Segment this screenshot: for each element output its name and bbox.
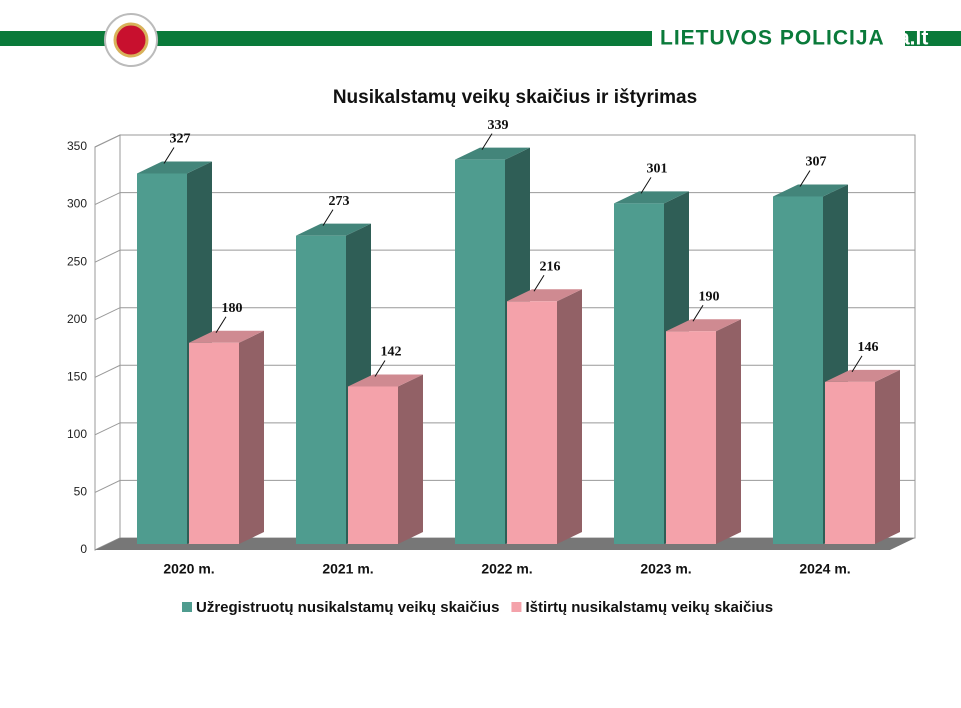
bar-side — [398, 374, 423, 544]
label-leader — [799, 170, 811, 187]
label-leader — [481, 133, 493, 150]
y-tick-label: 50 — [74, 485, 88, 499]
bar-top — [507, 289, 582, 302]
bar — [825, 381, 875, 544]
bar — [137, 173, 187, 545]
y-tick-label: 200 — [67, 312, 87, 326]
label-leader — [374, 360, 386, 377]
x-tick-label: 2021 m. — [322, 561, 373, 577]
bar — [614, 203, 664, 545]
legend-swatch — [182, 602, 192, 612]
legend-swatch — [511, 602, 522, 612]
label-leader — [692, 304, 704, 322]
legend-label: Užregistruotų nusikalstamų veikų skaičiu… — [196, 599, 499, 616]
bar-side — [875, 369, 900, 544]
value-label: 327 — [170, 132, 191, 147]
bar-top — [296, 223, 371, 236]
watermark: a.lt — [898, 27, 928, 50]
bar-top — [773, 184, 848, 197]
bar-top — [189, 330, 264, 343]
value-label: 301 — [647, 162, 668, 177]
chart-title: Nusikalstamų veikų skaičius ir ištyrimas — [333, 87, 697, 108]
bar — [507, 301, 557, 544]
bar-side — [239, 330, 264, 544]
bar-top — [455, 147, 530, 160]
value-label: 180 — [222, 301, 243, 316]
y-tick-label: 350 — [67, 139, 87, 153]
bar-side — [716, 319, 741, 544]
y-tick-label: 250 — [67, 254, 87, 268]
bar — [666, 331, 716, 544]
y-tick-label: 300 — [67, 197, 87, 211]
y-tick-label: 150 — [67, 369, 87, 383]
header-bar-right — [905, 31, 961, 46]
label-leader — [640, 177, 652, 194]
value-label: 142 — [381, 345, 402, 360]
bar-top — [348, 374, 423, 387]
label-leader — [533, 275, 545, 292]
side-wall — [94, 134, 121, 551]
bar-top — [825, 369, 900, 382]
label-leader — [215, 316, 227, 334]
value-label: 307 — [806, 155, 827, 170]
label-leader — [163, 147, 175, 164]
value-label: 339 — [488, 118, 509, 133]
x-tick-label: 2020 m. — [163, 561, 214, 577]
grid-line — [94, 134, 915, 148]
y-tick-label: 100 — [67, 427, 87, 441]
bar-top — [666, 319, 741, 332]
x-tick-label: 2023 m. — [640, 561, 691, 577]
y-tick-label: 0 — [80, 542, 87, 556]
x-tick-label: 2024 m. — [799, 561, 850, 577]
x-tick-label: 2022 m. — [481, 561, 532, 577]
bar — [189, 342, 239, 544]
value-label: 273 — [329, 194, 350, 209]
legend-label: Ištirtų nusikalstamų veikų skaičius — [525, 599, 773, 616]
header-bar — [0, 31, 652, 46]
bar-top — [614, 191, 689, 204]
bar — [296, 235, 346, 544]
brand: LIETUVOS POLICIJA — [660, 27, 885, 50]
bar-top — [137, 161, 212, 174]
logo-center — [113, 22, 149, 58]
value-label: 216 — [540, 260, 561, 275]
label-leader — [322, 209, 334, 226]
bar — [455, 159, 505, 544]
value-label: 190 — [699, 289, 720, 304]
value-label: 146 — [858, 340, 879, 355]
bar — [773, 196, 823, 545]
bar-side — [557, 289, 582, 544]
bar — [348, 386, 398, 544]
label-leader — [851, 355, 863, 373]
